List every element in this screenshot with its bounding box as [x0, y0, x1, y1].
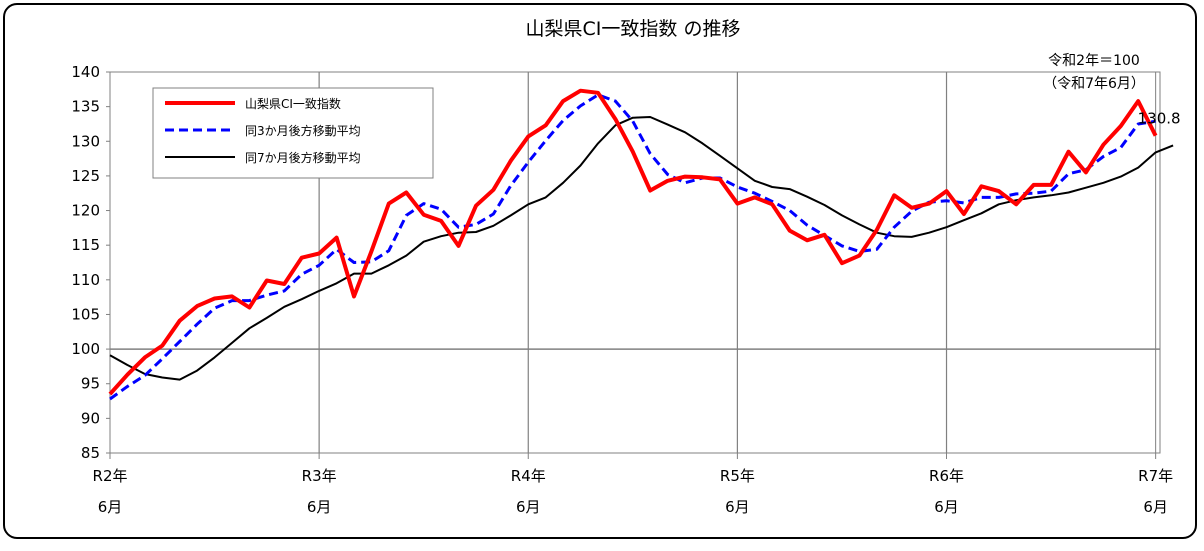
x-axis-ticks: R2年 6月 R3年 6月 R4年 6月 R5年 6月 R6年 6月 R7年 6月 — [93, 453, 1173, 516]
x-tick-label-month: 6月 — [307, 498, 332, 516]
legend-label-1: 同3か月後方移動平均 — [245, 123, 361, 138]
x-tick-label-year: R5年 — [720, 467, 755, 485]
chart-title: 山梨県CI一致指数 の推移 — [526, 18, 741, 40]
grid — [109, 71, 1161, 454]
y-tick-label: 90 — [81, 409, 100, 427]
x-tick-label-year: R3年 — [302, 467, 337, 485]
x-tick-label-year: R7年 — [1138, 467, 1173, 485]
base-note-line: 令和2年＝100 — [1048, 53, 1140, 69]
plot-area-border — [109, 71, 1161, 454]
base-note-line: （令和7年6月） — [1043, 76, 1145, 92]
x-tick-label-year: R4年 — [511, 467, 546, 485]
y-tick-label: 135 — [71, 98, 100, 116]
series-line-1 — [109, 93, 1156, 401]
x-tick-label-year: R2年 — [93, 467, 128, 485]
y-tick-label: 105 — [71, 305, 100, 323]
y-tick-label: 100 — [71, 340, 100, 358]
base-note: 令和2年＝100 （令和7年6月） — [1043, 53, 1145, 92]
y-tick-label: 125 — [71, 167, 100, 185]
x-tick-label-month: 6月 — [725, 498, 750, 516]
y-tick-label: 130 — [71, 132, 100, 150]
legend-label-2: 同7か月後方移動平均 — [245, 150, 361, 165]
data-label-last: 130.8 — [1138, 110, 1181, 128]
y-tick-label: 115 — [71, 236, 100, 254]
x-tick-label-month: 6月 — [98, 498, 123, 516]
x-tick-label-month: 6月 — [516, 498, 541, 516]
x-tick-label-month: 6月 — [1143, 498, 1168, 516]
y-tick-label: 140 — [71, 63, 100, 81]
y-tick-label: 85 — [81, 444, 100, 462]
series-lines — [108, 88, 1174, 401]
series-line-0 — [108, 88, 1158, 396]
x-tick-label-month: 6月 — [934, 498, 959, 516]
y-tick-label: 120 — [71, 202, 100, 220]
data-labels: 130.8 — [1138, 110, 1181, 128]
legend-label-0: 山梨県CI一致指数 — [245, 96, 341, 111]
x-tick-label-year: R6年 — [929, 467, 964, 485]
series-line-2 — [109, 116, 1174, 381]
y-tick-label: 110 — [71, 271, 100, 289]
y-tick-label: 95 — [81, 375, 100, 393]
y-axis-ticks: 85 90 95 100 105 110 115 120 125 130 135 140 — [71, 63, 110, 462]
